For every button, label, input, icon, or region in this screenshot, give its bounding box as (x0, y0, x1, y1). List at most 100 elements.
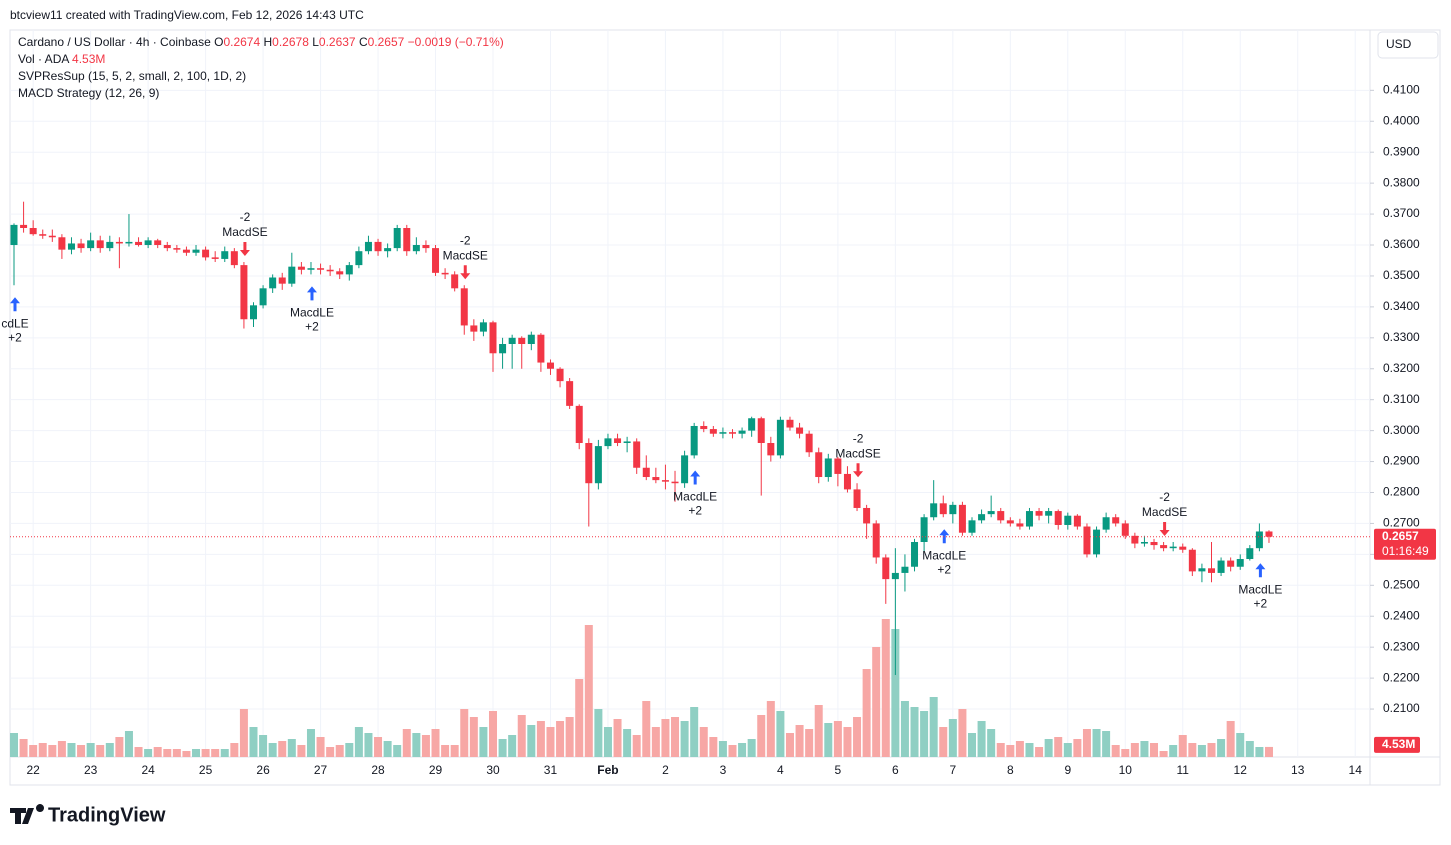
volume-bar (594, 709, 603, 757)
volume-bar (249, 727, 258, 757)
volume-bar (124, 731, 133, 757)
y-tick-label: 0.2500 (1383, 577, 1420, 591)
candle-body (939, 503, 947, 515)
volume-bar (230, 743, 239, 757)
candle-body (853, 489, 861, 508)
volume-bar (862, 669, 871, 757)
y-tick-label: 0.2400 (1383, 608, 1420, 622)
candle-body (527, 334, 535, 345)
candle-body (307, 268, 315, 270)
candle-body (221, 251, 229, 259)
x-tick-label: 31 (544, 763, 558, 777)
x-tick-label: 12 (1234, 763, 1248, 777)
candle-body (106, 241, 114, 249)
volume-bar (843, 727, 852, 757)
candle-body (585, 442, 593, 484)
volume-bar (134, 747, 143, 757)
y-tick-label: 0.3900 (1383, 144, 1420, 158)
frame (9, 29, 1441, 786)
y-tick-label: 0.2100 (1383, 701, 1420, 715)
volume-bar (115, 737, 124, 757)
candle-body (882, 557, 890, 580)
volume-bar (1150, 743, 1159, 757)
volume-bar (699, 727, 708, 757)
volume-bar (1054, 737, 1063, 757)
currency-box[interactable] (1377, 31, 1439, 59)
volume-bar (450, 745, 459, 757)
candle-body (518, 337, 526, 345)
candle-body (393, 227, 401, 249)
volume-bar (383, 741, 392, 757)
signal-qty: +2 (305, 320, 319, 334)
volume-bar (1188, 743, 1197, 757)
volume-bar (623, 729, 632, 757)
change: −0.0019 (−0.71%) (407, 35, 504, 49)
volume-bar (939, 727, 948, 757)
candle-body (1093, 529, 1101, 555)
candle-body (834, 458, 842, 474)
volume-bar (651, 727, 660, 757)
volume-bar (192, 749, 201, 757)
c-letter: C (358, 35, 368, 49)
candle-body (1121, 523, 1129, 536)
candle-body (623, 441, 631, 443)
volume-bar (268, 743, 277, 757)
candle-body (403, 227, 411, 252)
signal-label: MacdSE (1142, 505, 1187, 519)
c-value: 0.2657 (367, 35, 405, 49)
volume-bar (460, 709, 469, 757)
x-tick-label: 4 (777, 763, 784, 777)
candle-body (767, 442, 775, 456)
volume-bar (479, 727, 488, 757)
volume-bar (517, 715, 526, 757)
candle-body (594, 446, 602, 484)
legend-svp: SVPResSup (15, 5, 2, small, 2, 100, 1D, … (18, 69, 247, 83)
signal-arrow (306, 286, 317, 301)
candle-body (815, 452, 823, 478)
candle-body (96, 240, 104, 249)
legend-volume: Vol · ADA 4.53M (18, 52, 105, 66)
volume-bar (10, 733, 18, 757)
signal-arrow (239, 242, 250, 257)
y-tick-label: 0.3400 (1383, 299, 1420, 313)
volume-bar (278, 741, 287, 757)
candle-body (384, 248, 392, 252)
volume-bar (977, 721, 986, 757)
candle-body (901, 566, 909, 573)
candle-body (1016, 523, 1024, 527)
volume-bar (603, 727, 612, 757)
candle-body (757, 418, 765, 443)
candle-body (48, 235, 56, 238)
volume-bar (575, 679, 584, 757)
candle-body (1083, 526, 1091, 555)
l-letter: L (312, 35, 319, 49)
volume-bar (709, 737, 718, 757)
signal-arrow (939, 529, 950, 544)
candle-body (364, 241, 372, 252)
volume-bar (556, 721, 565, 757)
candle-body (451, 274, 459, 289)
volume-bar (1130, 743, 1139, 757)
y-tick-label: 0.3300 (1383, 330, 1420, 344)
y-tick-label: 0.4100 (1383, 82, 1420, 96)
l-value: 0.2637 (318, 35, 356, 49)
candle-body (441, 272, 449, 275)
header: btcview11 created with TradingView.com, … (10, 8, 364, 22)
signal-arrow (460, 265, 471, 280)
candle-body (1102, 517, 1110, 530)
volume-bar (680, 721, 689, 757)
volume-bar (354, 727, 363, 757)
x-tick-label: 3 (720, 763, 727, 777)
volume-bar (259, 735, 268, 757)
volume-label-box (1374, 736, 1420, 753)
volume-bar (958, 709, 967, 757)
volume-bar (1236, 733, 1245, 757)
volume-bar (1197, 745, 1206, 757)
signal-qty: -2 (1159, 490, 1170, 504)
volume-bar (57, 741, 66, 757)
volume-bar (766, 701, 775, 757)
candle-body (163, 245, 171, 249)
y-tick-label: 0.2200 (1383, 670, 1420, 684)
volume-bar (1217, 739, 1226, 757)
candle-body (240, 265, 248, 320)
